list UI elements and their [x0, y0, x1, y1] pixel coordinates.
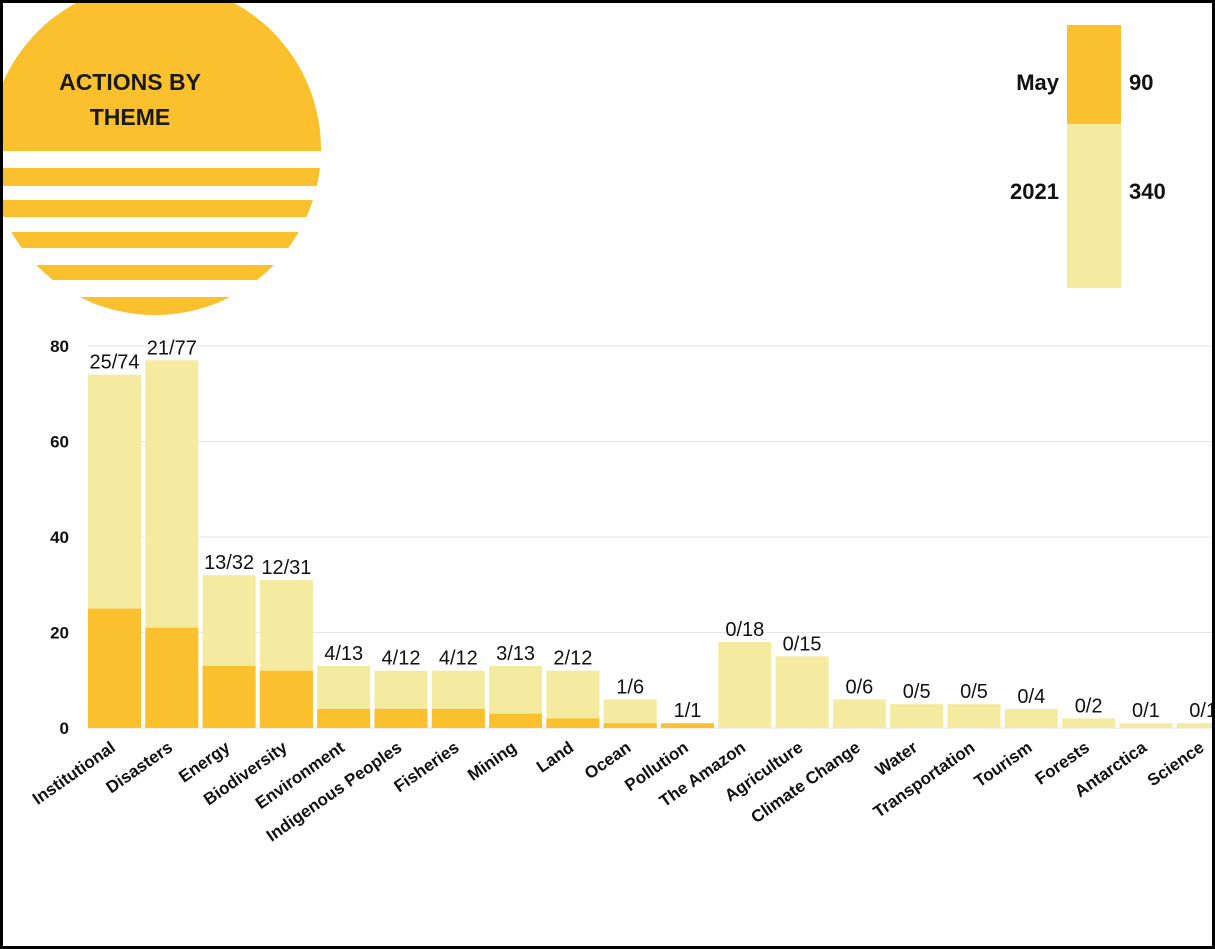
- sun-graphic: [3, 3, 321, 315]
- gridlines: [88, 345, 1212, 729]
- data-label: 0/5: [903, 681, 931, 703]
- sun-stripe: [3, 168, 321, 186]
- bar-total: [1176, 723, 1212, 728]
- sun-stripe: [3, 200, 321, 217]
- data-label: 13/32: [204, 552, 254, 574]
- bar-total: [1062, 718, 1116, 728]
- bar-may: [259, 670, 313, 728]
- sun-stripe: [3, 297, 321, 315]
- bar-may: [317, 708, 371, 728]
- data-label: 0/5: [960, 681, 988, 703]
- sun-stripe: [3, 232, 321, 248]
- data-label: 1/1: [674, 700, 702, 722]
- bar-may: [202, 665, 256, 728]
- data-label: 0/1: [1132, 700, 1160, 722]
- data-label: 12/31: [261, 557, 311, 579]
- bar-may: [374, 708, 428, 728]
- bar-total: [718, 642, 772, 728]
- data-label: 25/74: [89, 352, 139, 374]
- chart-svg: ACTIONS BY THEME May 90 2021 340 0 20 40 60…: [3, 3, 1212, 845]
- x-tick-label: Water: [872, 737, 921, 780]
- data-label: 2/12: [553, 648, 592, 670]
- x-tick-label: Transportation: [870, 738, 978, 822]
- x-tick-label: Fisheries: [391, 738, 463, 796]
- y-axis: 0 20 40 60 80: [50, 337, 69, 738]
- bar-may: [88, 608, 141, 728]
- bar-may: [546, 718, 600, 728]
- y-tick-label: 0: [60, 719, 69, 738]
- bar-may: [145, 627, 199, 728]
- data-label: 1/6: [616, 676, 644, 698]
- data-label: 4/13: [324, 643, 363, 665]
- data-labels: 25/74 21/77 13/32 12/31 4/13 4/12 4/12 3/13 2/12…: [89, 337, 1212, 722]
- x-tick-label: Tourism: [971, 738, 1036, 791]
- bar-total: [890, 704, 944, 728]
- bar-may: [603, 723, 657, 728]
- data-label: 0/6: [845, 676, 873, 698]
- legend-label-2021: 2021: [1010, 179, 1059, 204]
- legend: May 90 2021 340: [1010, 25, 1166, 288]
- data-label: 21/77: [147, 337, 197, 359]
- bar-total: [1119, 723, 1173, 728]
- data-label: 0/18: [725, 619, 764, 641]
- bar-total: [1004, 708, 1058, 728]
- chart-title-line-1: ACTIONS BY: [59, 69, 201, 95]
- data-label: 3/13: [496, 643, 535, 665]
- bar-total: [775, 656, 829, 728]
- data-label: 0/1: [1189, 700, 1212, 722]
- sun-top: [3, 3, 321, 151]
- sun-stripe: [3, 265, 321, 280]
- x-tick-label: Science: [1144, 738, 1208, 790]
- legend-value-2021: 340: [1129, 179, 1166, 204]
- legend-label-may: May: [1016, 70, 1060, 95]
- bars: [88, 360, 1212, 728]
- bar-may: [661, 723, 714, 728]
- data-label: 4/12: [382, 648, 421, 670]
- bar-total: [832, 699, 886, 728]
- x-tick-label: Mining: [464, 738, 520, 785]
- y-tick-label: 40: [50, 528, 69, 547]
- legend-value-may: 90: [1129, 70, 1153, 95]
- x-tick-label: Institutional: [29, 738, 119, 809]
- y-tick-label: 80: [50, 337, 69, 356]
- data-label: 0/2: [1075, 695, 1103, 717]
- data-label: 0/15: [783, 633, 822, 655]
- x-tick-label: Climate Change: [748, 738, 864, 827]
- bar-may: [489, 713, 543, 728]
- data-label: 0/4: [1017, 686, 1045, 708]
- bar-may: [431, 708, 485, 728]
- x-tick-label: Land: [533, 738, 577, 777]
- y-tick-label: 20: [50, 624, 69, 643]
- chart-title-line-2: THEME: [90, 104, 171, 130]
- y-tick-label: 60: [50, 433, 69, 452]
- data-label: 4/12: [439, 648, 478, 670]
- legend-swatch-may: [1067, 25, 1121, 124]
- bar-total: [947, 704, 1001, 728]
